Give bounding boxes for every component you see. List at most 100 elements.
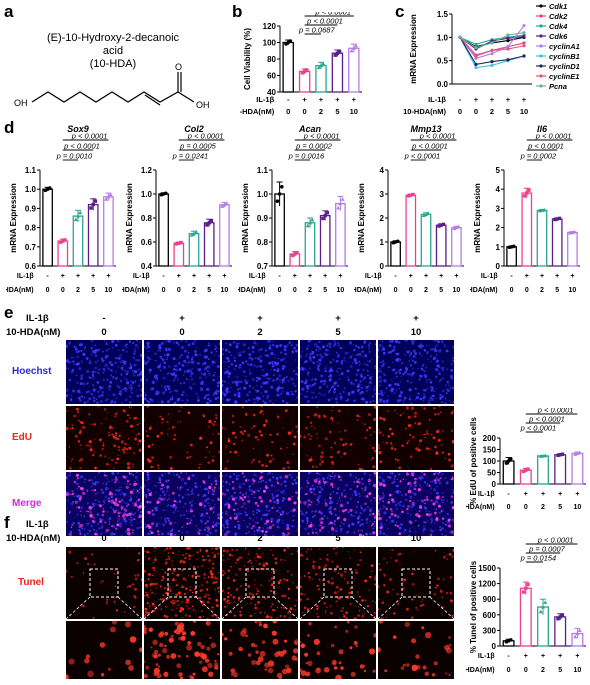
data-point [91,202,95,207]
il1b-sign: + [558,653,562,660]
y-axis-label: % Tunel of positive cells [469,560,478,653]
series-point [522,44,526,48]
hda-dose: 10 [337,287,345,294]
f-zoom-micrograph [66,621,142,679]
data-point [424,212,428,216]
data-point [325,211,330,215]
series-point [506,39,510,43]
il1b-sign: + [91,273,95,280]
bar [390,241,401,267]
panel-label-f: f [4,513,10,532]
data-point [456,224,461,229]
hda-label: 10-HDA(nM) [240,107,275,116]
hda-label: 10-HDA(nM) [6,287,34,294]
f-zoom-micrograph [144,621,220,679]
data-point [194,230,199,234]
data-point [411,192,415,197]
data-point [293,252,297,256]
f-micrograph [144,547,220,619]
y-tick-label: 0.6 [141,238,153,247]
e-il1b-sign: - [102,313,106,324]
hda-dose: 5 [558,667,562,674]
y-tick-label: 1.0 [257,190,269,199]
y-tick-label: 0.9 [257,214,269,223]
series-point [506,36,510,40]
legend-label: Cdk1 [549,2,567,11]
y-tick-label: 150 [483,446,497,455]
y-tick-label: 1.0 [437,33,449,42]
e-micrograph [222,472,298,536]
data-point [560,613,565,617]
p-value: p < 0.0001 [537,408,574,415]
y-axis-label: mRNA Expression [357,183,366,253]
il1b-sign: - [510,273,513,280]
data-point [76,214,80,218]
e-il1b-sign: + [335,313,341,324]
data-point [396,239,400,244]
data-point [526,582,530,587]
e-hda-label: 10-HDA(nM) [6,327,61,338]
data-point [300,71,305,75]
p-value: p < 0.0001 [306,17,343,26]
e-micrograph [144,406,220,470]
hda-dose: 2 [541,667,545,674]
hda-dose: 0 [524,667,528,674]
y-tick-label: 3 [496,204,501,213]
data-point [573,634,578,639]
series-point [490,48,494,53]
data-point [538,609,543,614]
bar [521,192,533,267]
il1b-sign: + [439,273,443,280]
series-point [490,41,494,45]
hda-dose: 5 [439,287,443,294]
data-point [524,586,528,590]
il1b-sign: + [338,273,342,280]
hda-dose: 0 [510,287,514,294]
data-point [437,224,441,228]
data-point [209,218,214,223]
il1b-label: IL-1β [256,95,274,104]
p-value: p = 0.0154 [520,554,557,563]
legend-marker [539,74,543,78]
f-hda-dose: 10 [410,533,422,544]
bar [554,616,567,647]
il1b-sign: + [522,95,527,104]
data-point [521,469,526,474]
hda-dose: 5 [558,504,562,511]
hda-dose: 2 [192,287,196,294]
il1b-sign: + [575,491,579,498]
data-point [48,186,52,190]
bar [331,52,344,93]
e-hda-dose: 0 [101,327,107,338]
y-axis-label: mRNA Expression [9,183,18,253]
il1b-label: IL-1β [428,95,446,104]
il1b-label: IL-1β [365,273,382,280]
bar [451,226,462,267]
data-point [354,43,358,48]
hda-dose: 5 [207,287,211,294]
f-micrograph [222,547,298,619]
e-micrograph [300,340,376,404]
data-point [577,450,582,455]
e-micrograph [66,472,142,536]
bar [536,209,548,267]
y-tick-label: 0.9 [25,204,37,213]
e-micrograph [66,340,142,404]
bar [282,41,294,93]
series-point [506,33,510,37]
chemical-name: (E)-10-Hydroxy-2-decanoic acid [46,32,180,57]
e-row-label: Hoechst [12,366,52,377]
y-axis-label: mRNA Expression [409,14,418,84]
y-tick-label: 0.7 [257,262,269,271]
data-point [406,194,411,198]
data-point [321,61,326,66]
panel-label-d: d [4,118,15,137]
data-point [290,253,295,258]
y-tick-label: 1.1 [257,166,269,175]
data-point [335,51,340,55]
data-point [543,600,548,604]
il1b-sign: + [525,273,529,280]
p-value: p = 0.0002 [295,142,332,151]
hda-dose: 0 [409,287,413,294]
